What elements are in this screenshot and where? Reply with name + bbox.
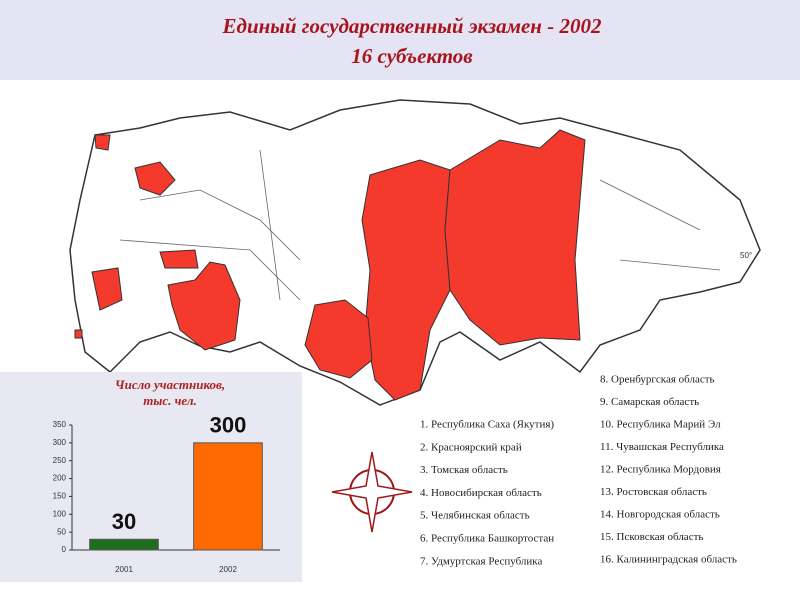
legend-item: 4. Новосибирская область (420, 487, 542, 499)
y-tick-label: 100 (53, 509, 67, 518)
chart-title: Число участников, (115, 377, 225, 392)
legend-item: 8. Оренбургская область (600, 374, 715, 386)
region-yakutia (444, 129, 586, 346)
y-tick-label: 300 (53, 438, 67, 447)
legend-item: 16. Калининградская область (600, 554, 737, 566)
x-tick-label: 2001 (115, 565, 133, 574)
y-tick-label: 0 (62, 545, 67, 554)
header-band (0, 0, 800, 80)
chart-title: тыс. чел. (143, 393, 197, 408)
legend-item: 7. Удмуртская Республика (420, 555, 542, 567)
y-tick-label: 150 (53, 492, 67, 501)
legend-item: 14. Новгородская область (600, 509, 720, 521)
map (69, 99, 761, 406)
region-krasnoyarsk (361, 159, 451, 401)
legend-item: 5. Челябинская область (420, 510, 530, 522)
y-tick-label: 250 (53, 456, 67, 465)
legend-item: 13. Ростовская область (600, 486, 707, 498)
x-tick-label: 2002 (219, 565, 237, 574)
data-label: 300 (210, 413, 247, 438)
y-tick-label: 50 (57, 527, 66, 536)
legend-item: 12. Республика Мордовия (600, 464, 721, 476)
legend-item: 15. Псковская область (600, 531, 703, 543)
legend-item: 1. Республика Саха (Якутия) (420, 419, 554, 431)
legend-item: 3. Томская область (420, 464, 508, 476)
region-borders (119, 149, 721, 301)
title-line: 16 субъектов (351, 44, 473, 68)
bar (89, 538, 159, 551)
map-label: 50° (740, 251, 752, 260)
compass (331, 451, 413, 533)
legend-item: 9. Самарская область (600, 396, 699, 408)
legend-item: 6. Республика Башкортостан (420, 533, 554, 545)
legend-item: 10. Республика Марий Эл (600, 419, 721, 431)
bar (193, 442, 263, 551)
y-tick-label: 200 (53, 474, 67, 483)
title-line: Единый государственный экзамен - 2002 (222, 14, 602, 38)
y-tick-label: 350 (53, 420, 67, 429)
legend-item: 11. Чувашская Республика (600, 441, 724, 453)
region-tomsk-novosibirsk (304, 299, 373, 379)
regions-west (74, 134, 241, 351)
legend-item: 2. Красноярский край (420, 441, 522, 453)
data-label: 30 (112, 509, 136, 534)
